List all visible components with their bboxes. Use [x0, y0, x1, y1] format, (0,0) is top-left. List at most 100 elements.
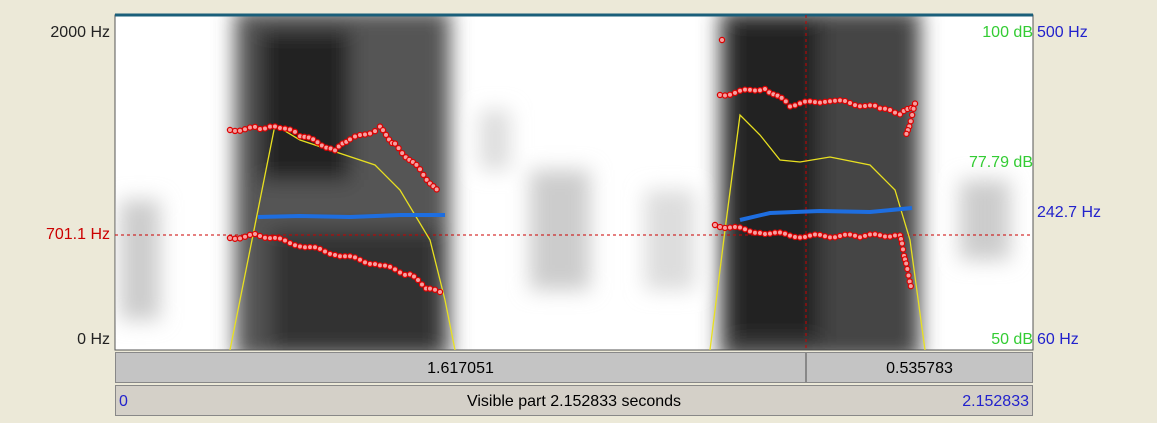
formant-point — [316, 245, 324, 253]
formant-point — [851, 101, 859, 109]
formant-point — [391, 266, 399, 273]
formant-point — [761, 230, 769, 238]
formant-point — [731, 89, 739, 97]
formant-point — [361, 131, 369, 138]
formant-point — [314, 139, 321, 146]
formant-point — [331, 147, 339, 154]
formant-point — [413, 161, 420, 169]
formant-point — [281, 125, 289, 132]
formant-point — [395, 144, 402, 152]
formant-point — [256, 125, 264, 133]
visible-label: Visible part 2.152833 seconds — [466, 393, 682, 410]
formant-point — [886, 106, 894, 114]
formant-point — [718, 36, 726, 44]
freq-cursor-label: 701.1 Hz — [46, 226, 110, 243]
formant-point — [876, 232, 884, 239]
formant-point — [281, 237, 289, 244]
formant-point — [716, 223, 724, 231]
pitch-middle-label: 242.7 Hz — [1037, 204, 1101, 221]
formant-point — [716, 91, 724, 99]
formant-point — [902, 260, 910, 267]
formant-point — [271, 234, 279, 242]
formant-point — [382, 131, 390, 139]
formant-point — [761, 85, 769, 93]
formant-point — [401, 271, 409, 279]
formant-point — [371, 260, 379, 268]
formant-point — [746, 228, 754, 235]
formant-point — [321, 248, 329, 255]
formant-point — [381, 262, 389, 269]
formant-point — [246, 124, 254, 131]
formant-point — [741, 226, 749, 233]
spectrogram-view: 2000 Hz 701.1 Hz 0 Hz 100 dB 77.79 dB 50… — [46, 13, 1101, 351]
formant-point — [326, 250, 334, 258]
formant-point — [226, 234, 234, 242]
formant-point — [786, 103, 794, 110]
formant-point — [905, 272, 912, 279]
selection-after[interactable]: 0.535783 — [806, 352, 1033, 383]
visible-start: 0 — [119, 393, 128, 410]
formant-point — [746, 86, 754, 94]
formant-point — [721, 92, 729, 99]
formant-point — [356, 131, 364, 139]
formant-point — [831, 234, 839, 241]
formant-point — [433, 186, 440, 193]
formant-point — [907, 118, 914, 125]
formant-point — [806, 98, 814, 105]
db-bottom-label: 50 dB — [991, 331, 1033, 348]
formant-point — [911, 100, 919, 107]
formant-point — [731, 223, 739, 231]
formant-point — [821, 98, 829, 106]
formant-point — [331, 251, 339, 259]
formant-point — [831, 97, 839, 104]
formant-point — [778, 94, 785, 102]
formant-point — [721, 224, 729, 232]
formant-point — [836, 97, 844, 104]
formant-point — [786, 232, 794, 239]
formant-point — [246, 231, 254, 239]
pitch-bottom-label: 60 Hz — [1037, 331, 1079, 348]
selection-before[interactable]: 1.617051 — [115, 352, 806, 383]
formant-point — [910, 105, 917, 112]
formant-point — [861, 232, 869, 240]
formant-point — [391, 140, 399, 147]
formant-point — [796, 234, 804, 241]
formant-point — [816, 99, 824, 106]
formant-point — [226, 126, 234, 134]
formant-point — [756, 229, 764, 237]
formant-point — [782, 98, 790, 105]
freq-bottom-label: 0 Hz — [77, 331, 110, 348]
pitch-curve — [257, 213, 445, 220]
formant-point — [871, 102, 879, 109]
intensity-curve — [709, 113, 926, 350]
db-top-label: 100 dB — [982, 24, 1033, 41]
formant-point — [846, 99, 854, 107]
formant-point — [436, 288, 444, 296]
formant-point — [776, 229, 784, 236]
pitch-curve — [739, 206, 913, 222]
formant-point — [826, 98, 834, 105]
formant-point — [898, 240, 906, 247]
formant-point — [881, 105, 889, 112]
formant-point — [791, 233, 799, 241]
visible-end: 2.152833 — [962, 393, 1029, 410]
formant-point — [346, 136, 354, 143]
formant-point — [903, 130, 910, 138]
formant-point — [726, 224, 734, 231]
formant-point — [904, 265, 911, 273]
visible-part-bar[interactable]: 0 Visible part 2.152833 seconds 2.152833 — [115, 385, 1033, 416]
formant-point — [414, 276, 422, 284]
formant-point — [379, 126, 387, 134]
freq-top-label: 2000 Hz — [50, 24, 110, 41]
formant-point — [418, 281, 426, 288]
formant-point — [420, 171, 427, 179]
formant-point — [736, 87, 744, 94]
formant-point — [899, 246, 907, 253]
formant-point — [346, 253, 354, 260]
formant-point — [907, 282, 915, 290]
formant-point — [886, 233, 894, 240]
formant-point — [231, 235, 239, 242]
formant-point — [286, 126, 294, 133]
pitch-top-label: 500 Hz — [1037, 24, 1088, 41]
